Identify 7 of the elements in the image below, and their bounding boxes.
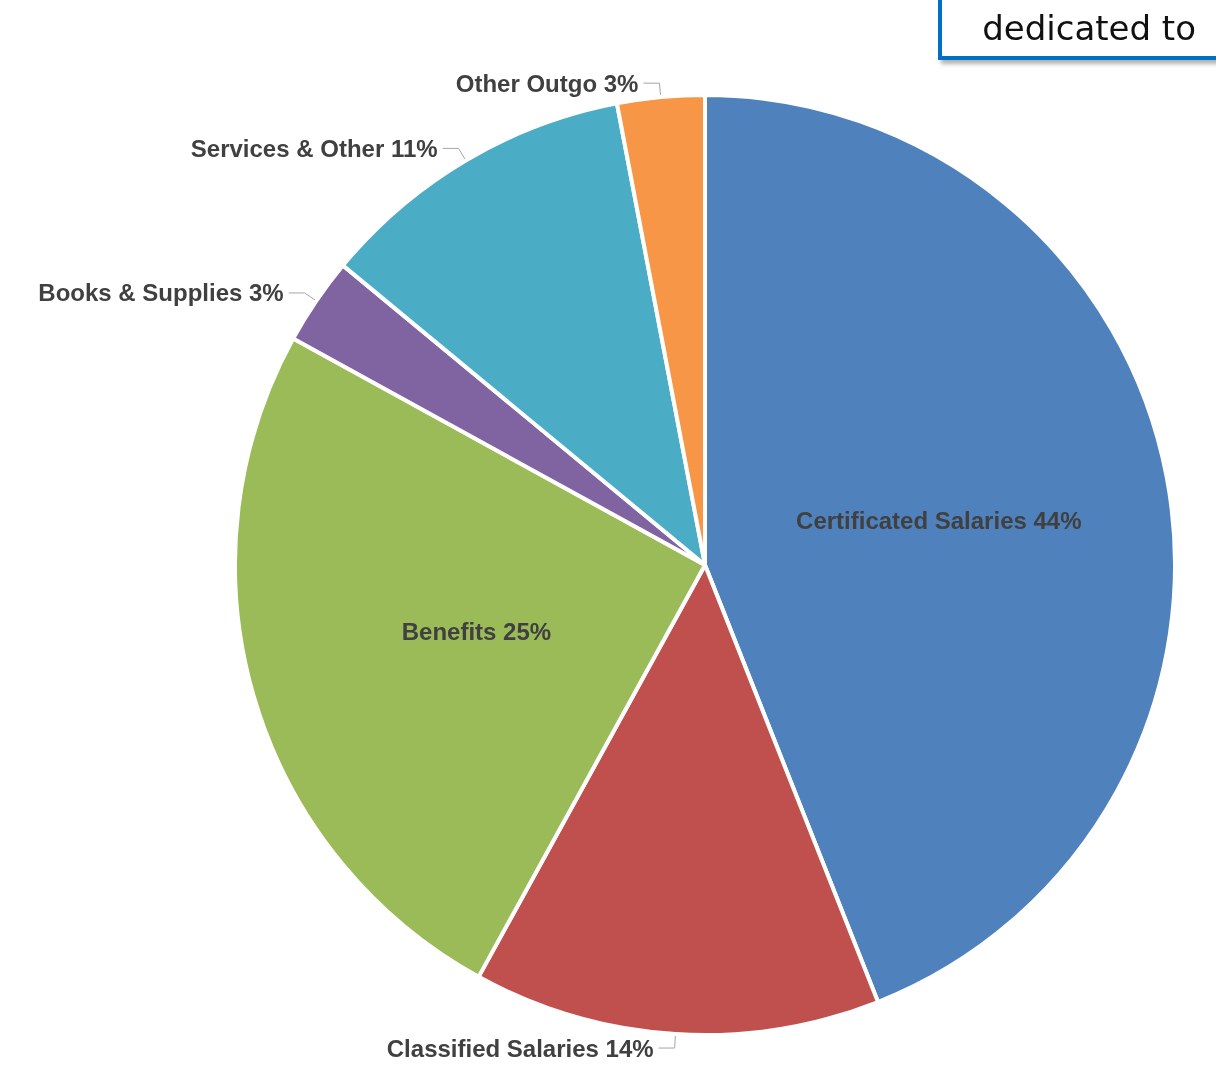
slice-label: Classified Salaries 14% <box>386 1034 654 1062</box>
slice-label: Certificated Salaries 44% <box>796 506 1082 534</box>
slice-label: Services & Other 11% <box>190 134 438 162</box>
slice-label: Other Outgo 3% <box>455 69 639 97</box>
text: dedicated to <box>938 0 1216 60</box>
slice-label: Benefits 25% <box>401 617 552 645</box>
slice-label: Books & Supplies 3% <box>38 279 284 307</box>
